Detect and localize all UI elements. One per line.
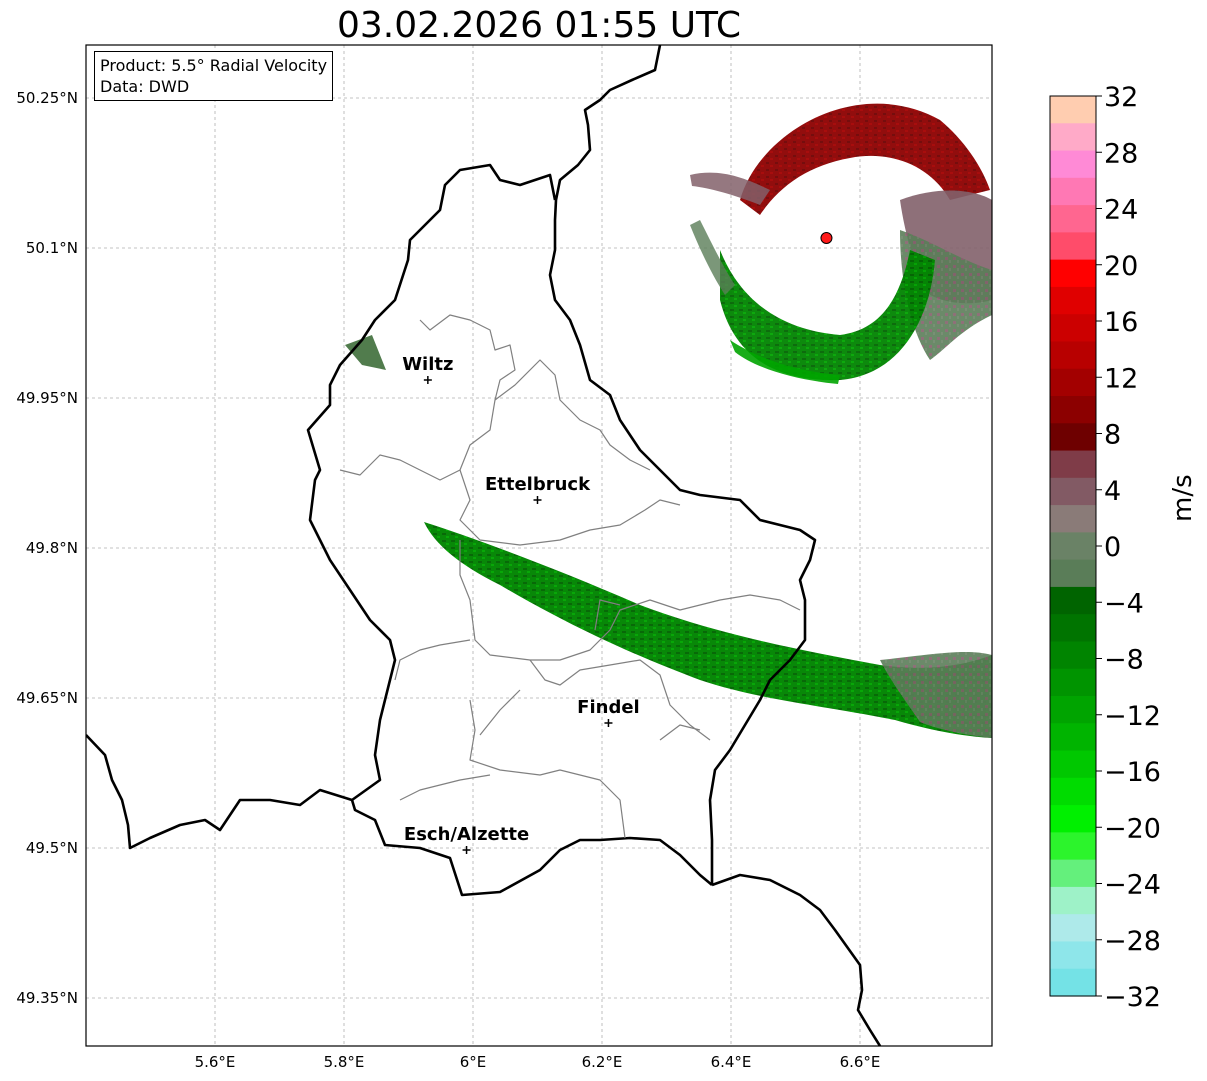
colorbar-segment: [1050, 886, 1096, 915]
colorbar-tick-label: −4: [1104, 588, 1144, 619]
city-marker: Ettelbruck: [485, 474, 591, 504]
colorbar-segment: [1050, 505, 1096, 533]
lon-tick-label: 6.2°E: [582, 1053, 623, 1071]
city-label: Findel: [577, 697, 640, 718]
colorbar-segment: [1050, 205, 1096, 233]
colorbar-segment: [1050, 450, 1096, 479]
radar-echo-ring: [690, 103, 992, 384]
radar-site-marker: [820, 232, 833, 244]
map-title: 03.02.2026 01:55 UTC: [336, 5, 742, 46]
colorbar-segment: [1050, 968, 1096, 997]
colorbar-tick-label: −20: [1104, 813, 1161, 844]
colorbar-tick-label: 4: [1104, 476, 1121, 507]
lon-tick-label: 6.6°E: [840, 1053, 881, 1071]
lat-tick-label: 50.1°N: [26, 239, 78, 257]
colorbar-tick-label: −32: [1104, 982, 1161, 1013]
lat-tick-label: 49.95°N: [16, 389, 78, 407]
colorbar-segment: [1050, 696, 1096, 724]
colorbar-tick-label: 0: [1104, 532, 1121, 563]
colorbar-tick-label: 32: [1104, 82, 1138, 113]
graticule: [86, 45, 992, 1046]
radar-echo-band: [345, 335, 992, 738]
colorbar-segment: [1050, 941, 1096, 970]
colorbar-segment: [1050, 314, 1096, 343]
canton-borders: [339, 314, 801, 839]
colorbar-segment: [1050, 177, 1096, 206]
colorbar: 32 28 24 20 16 12 8 4 0 −4 −8 −12 −16 −20 −24 −28 −32: [1049, 82, 1161, 1013]
colorbar-tick-label: −28: [1104, 926, 1161, 957]
colorbar-segment: [1050, 586, 1096, 615]
colorbar-tick-label: −24: [1104, 870, 1161, 901]
colorbar-segment: [1050, 477, 1096, 506]
product-label: Product: 5.5° Radial Velocity: [100, 56, 328, 75]
colorbar-tick-label: 20: [1104, 251, 1138, 282]
city-label: Esch/Alzette: [404, 824, 529, 845]
city-label: Ettelbruck: [485, 474, 591, 495]
lon-tick-label: 6°E: [460, 1053, 487, 1071]
colorbar-segment: [1050, 641, 1096, 670]
colorbar-segment: [1050, 668, 1096, 697]
colorbar-segment: [1050, 614, 1096, 643]
product-info-box: Product: 5.5° Radial Velocity Data: DWD: [94, 51, 334, 101]
lat-tick-label: 49.35°N: [16, 989, 78, 1007]
colorbar-segment: [1050, 914, 1096, 943]
colorbar-segment: [1050, 559, 1096, 588]
axis-tick-labels: 5.6°E 5.8°E 6°E 6.2°E 6.4°E 6.6°E 50.25°N 50.1°…: [16, 89, 880, 1071]
colorbar-segment: [1050, 723, 1096, 752]
colorbar-segment: [1050, 368, 1096, 397]
radar-site-dot: [820, 232, 833, 244]
colorbar-segment: [1050, 805, 1096, 833]
colorbar-segment: [1050, 150, 1096, 179]
colorbar-segment: [1050, 832, 1096, 861]
colorbar-segment: [1050, 859, 1096, 888]
colorbar-tick-label: 8: [1104, 420, 1121, 451]
map-frame: [85, 44, 993, 1047]
city-marker: Findel: [577, 697, 640, 727]
colorbar-segment: [1050, 750, 1096, 779]
colorbar-tick-label: −12: [1104, 701, 1161, 732]
colorbar-segment: [1050, 777, 1096, 806]
lon-tick-label: 6.4°E: [711, 1053, 752, 1071]
colorbar-segment: [1050, 232, 1096, 261]
city-label: Wiltz: [402, 354, 453, 375]
colorbar-tick-label: −16: [1104, 757, 1161, 788]
colorbar-tick-label: 28: [1104, 138, 1138, 169]
city-marker: Esch/Alzette: [404, 824, 529, 854]
colorbar-segment: [1050, 96, 1096, 124]
colorbar-segment: [1050, 259, 1096, 288]
colorbar-tick-label: 12: [1104, 363, 1138, 394]
lat-tick-label: 49.65°N: [16, 689, 78, 707]
colorbar-segment: [1050, 423, 1096, 452]
city-markers: Wiltz Ettelbruck Findel Esch/Alzette: [402, 354, 640, 854]
lat-tick-label: 49.5°N: [26, 839, 78, 857]
city-marker: Wiltz: [402, 354, 453, 384]
colorbar-segment: [1050, 286, 1096, 315]
colorbar-segment: [1050, 396, 1096, 424]
lat-tick-label: 50.25°N: [16, 89, 78, 107]
colorbar-unit-label: m/s: [1168, 474, 1198, 522]
country-borders: [86, 45, 882, 1046]
data-source-label: Data: DWD: [100, 77, 190, 96]
colorbar-tick-label: −8: [1104, 645, 1144, 676]
lon-tick-label: 5.6°E: [195, 1053, 236, 1071]
colorbar-segment: [1050, 123, 1096, 152]
colorbar-segment: [1050, 341, 1096, 370]
lat-tick-label: 49.8°N: [26, 539, 78, 557]
colorbar-tick-label: 24: [1104, 195, 1138, 226]
lon-tick-label: 5.8°E: [324, 1053, 365, 1071]
colorbar-segment: [1050, 532, 1096, 561]
colorbar-tick-label: 16: [1104, 307, 1138, 338]
